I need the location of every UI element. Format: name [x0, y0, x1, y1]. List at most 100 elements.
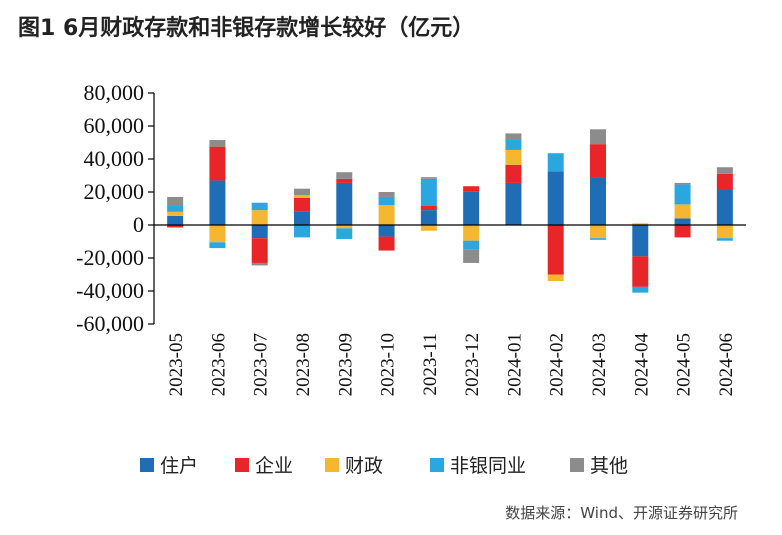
axes-layer [148, 92, 746, 325]
bar-2023-07-series-4 [251, 262, 268, 266]
bar-2023-08-series-0 [294, 211, 310, 225]
bar-2023-11-series-4 [420, 177, 437, 179]
bar-2024-01-series-0 [505, 182, 522, 225]
bar-2024-02-series-2 [547, 274, 564, 282]
source-note: 数据来源：Wind、开源证券研究所 [505, 504, 738, 522]
bar-2023-12-series-2 [463, 225, 480, 241]
bar-2024-05-series-0 [674, 218, 691, 225]
bar-2024-05-series-3 [674, 184, 691, 205]
bar-2024-05-series-2 [674, 204, 691, 219]
bar-2023-07-series-1 [251, 238, 268, 263]
bar-2023-07-series-0 [251, 225, 268, 239]
x-tick-labels: 2023-05 2023-06 2023-07 2023-08 2023-09 2023-… [166, 333, 737, 397]
bar-2024-05-series-1 [674, 225, 691, 238]
bar-2023-09-series-4 [336, 172, 353, 179]
legend-label: 非银同业 [450, 455, 526, 477]
legend-label: 其他 [590, 455, 628, 477]
x-tick-label: 2023-05 [166, 333, 187, 396]
bar-2024-06-series-2 [716, 225, 733, 239]
bar-2024-06-series-3 [716, 238, 733, 241]
bar-2023-06-series-2 [209, 225, 226, 243]
bar-2023-05-series-4 [167, 196, 184, 207]
y-tick-label: 60,000 [84, 113, 145, 138]
bar-2023-07-series-2 [251, 210, 268, 225]
bars-layer [167, 129, 733, 293]
x-tick-label: 2024-05 [674, 333, 695, 396]
y-tick-label: 40,000 [84, 146, 145, 171]
bar-2023-12-series-3 [463, 240, 480, 250]
x-tick-label: 2023-09 [335, 333, 356, 396]
bar-2024-01-series-1 [505, 164, 522, 183]
bar-2023-05-series-1 [167, 225, 184, 228]
y-tick-label: 20,000 [84, 179, 145, 204]
bar-2023-05-series-0 [167, 215, 184, 225]
legend-label: 财政 [345, 455, 383, 477]
y-tick-label: -20,000 [76, 245, 144, 270]
bar-2024-04-series-1 [632, 256, 649, 287]
bar-2023-11-series-0 [420, 210, 437, 225]
x-tick-label: 2023-06 [208, 333, 229, 396]
legend-swatch [325, 458, 339, 472]
bar-2023-08-series-2 [294, 195, 310, 198]
legend-label: 住户 [160, 455, 198, 477]
x-tick-label: 2024-04 [631, 333, 652, 397]
bar-2023-10-series-4 [378, 192, 395, 197]
bar-2023-11-series-1 [420, 206, 437, 211]
y-tick-label: 0 [133, 212, 144, 237]
bar-2024-03-series-1 [590, 144, 606, 178]
bar-2023-10-series-0 [378, 225, 395, 237]
x-tick-label: 2023-10 [378, 333, 399, 396]
y-tick-label: -60,000 [76, 311, 144, 336]
bar-2023-09-series-0 [336, 182, 353, 225]
bar-2024-02-series-1 [547, 225, 564, 275]
bar-2023-06-series-4 [209, 140, 226, 147]
bar-2023-05-series-3 [167, 206, 184, 212]
bar-2024-06-series-4 [716, 167, 733, 174]
bar-2024-06-series-0 [716, 189, 733, 225]
bar-2024-03-series-2 [590, 225, 606, 239]
legend-label: 企业 [255, 455, 293, 477]
bar-2024-04-series-3 [632, 286, 649, 293]
bar-2023-10-series-1 [378, 236, 395, 251]
bar-2023-10-series-2 [378, 205, 395, 225]
chart-title: 图1 6月财政存款和非银存款增长较好（亿元） [18, 16, 475, 41]
bar-2023-06-series-0 [209, 180, 226, 225]
bar-2024-03-series-3 [590, 238, 606, 240]
bar-2023-10-series-3 [378, 196, 395, 206]
legend: 住户 企业 财政 非银同业 其他 [140, 455, 628, 477]
bar-2023-11-series-3 [420, 178, 437, 207]
legend-swatch [570, 458, 584, 472]
bar-2024-02-series-3 [547, 153, 564, 172]
bar-2023-11-series-2 [420, 225, 437, 231]
bar-2023-09-series-2 [336, 225, 353, 229]
legend-swatch [140, 458, 154, 472]
bar-2023-07-series-3 [251, 202, 268, 211]
bar-2023-09-series-1 [336, 178, 353, 183]
bar-2023-06-series-1 [209, 146, 226, 181]
bar-2023-08-series-4 [294, 188, 310, 196]
bar-2023-12-series-4 [463, 249, 480, 263]
bar-2023-12-series-1 [463, 186, 480, 192]
bar-2023-09-series-3 [336, 228, 353, 240]
bar-2023-12-series-0 [463, 191, 480, 225]
y-tick-labels: -60,000 -40,000 -20,000 0 20,000 40,000 60,000… [76, 80, 144, 336]
bar-2024-06-series-1 [716, 173, 733, 190]
bar-2024-03-series-0 [590, 177, 606, 225]
x-tick-label: 2024-01 [504, 333, 525, 396]
bar-2024-01-series-3 [505, 140, 522, 150]
bar-2024-04-series-0 [632, 225, 649, 257]
bar-2024-03-series-4 [590, 129, 606, 145]
bar-2023-06-series-3 [209, 242, 226, 249]
bar-2024-01-series-2 [505, 149, 522, 165]
x-tick-label: 2023-07 [251, 333, 272, 396]
bar-2024-02-series-0 [547, 171, 564, 226]
x-tick-label: 2024-02 [547, 333, 568, 396]
legend-swatch [235, 458, 249, 472]
y-tick-label: -40,000 [76, 278, 144, 303]
bar-2023-08-series-3 [294, 225, 310, 238]
bar-2023-05-series-2 [167, 211, 184, 216]
bar-2023-08-series-1 [294, 197, 310, 212]
bar-2024-01-series-4 [505, 133, 522, 141]
bar-2024-05-series-4 [674, 182, 691, 185]
